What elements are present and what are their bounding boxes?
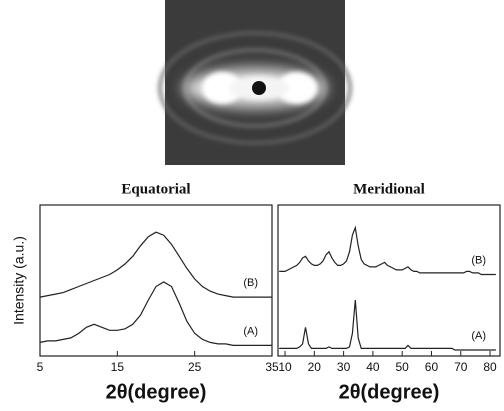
data-line <box>39 281 272 346</box>
series-label: (A) <box>243 325 258 337</box>
x-tick-label: 5 <box>37 360 44 374</box>
x-tick-label: 50 <box>395 360 409 374</box>
series-label: (A) <box>471 330 486 342</box>
x-tick-label: 20 <box>308 360 322 374</box>
x-axis-label: 2θ(degree) <box>339 381 440 403</box>
diffraction-image <box>158 0 352 165</box>
x-tick-label: 70 <box>454 360 468 374</box>
y-axis-label: Intensity (a.u.) <box>11 236 27 325</box>
chart-title: Equatorial <box>121 181 190 197</box>
data-line <box>279 300 496 351</box>
plot-frame <box>277 204 501 357</box>
x-tick-label: 35 <box>265 360 279 374</box>
x-tick-label: 80 <box>483 360 497 374</box>
series-label: (B) <box>243 277 258 289</box>
data-line <box>279 225 496 276</box>
x-tick-label: 15 <box>111 360 125 374</box>
x-tick-label: 25 <box>188 360 202 374</box>
x-tick-label: 60 <box>425 360 439 374</box>
data-line <box>39 231 272 298</box>
series-label: (B) <box>471 254 486 266</box>
plot-frame <box>39 204 273 357</box>
x-tick-label: 40 <box>366 360 380 374</box>
x-axis-label: 2θ(degree) <box>106 381 207 403</box>
x-tick-label: 30 <box>337 360 351 374</box>
x-tick-label: 10 <box>278 360 292 374</box>
chart-title: Meridional <box>353 181 425 197</box>
